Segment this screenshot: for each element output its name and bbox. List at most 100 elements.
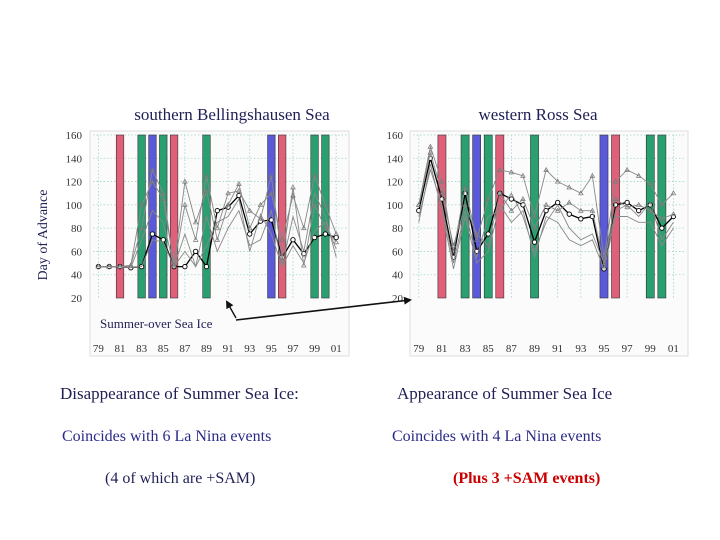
data-point [566,211,572,217]
data-point [508,169,515,175]
data-point [647,180,654,186]
data-point [290,192,296,198]
y-tick-label: 140 [66,153,83,165]
series-line [98,174,337,268]
chart-title: western Ross Sea [479,105,598,124]
y-tick-label: 40 [392,270,404,282]
data-point [311,201,318,207]
x-tick-label: 97 [287,343,299,355]
data-point [578,216,584,222]
data-point [624,204,630,210]
annotation-arrow-right [235,296,412,321]
x-tick-label: 89 [201,343,213,355]
data-point [236,187,242,193]
data-point [182,178,188,184]
series-line [98,168,337,268]
x-tick-label: 01 [331,343,342,355]
x-tick-label: 79 [93,343,105,355]
data-point [624,166,630,172]
data-point [589,172,596,178]
data-point [203,187,210,193]
data-point [279,236,285,242]
data-point [333,230,339,236]
data-point [543,201,549,207]
event-bar-la-nina [495,134,505,299]
x-tick-label: 87 [506,343,518,355]
data-point [192,219,199,225]
data-point [554,207,561,213]
data-point [555,199,561,206]
caption-right-line1: Coincides with 4 La Nina events [392,428,602,445]
y-tick-label: 80 [71,223,83,235]
data-point [236,180,242,186]
y-tick-label: 160 [66,130,83,142]
data-point [246,225,253,231]
data-point [636,208,642,214]
data-point [322,201,329,207]
data-point [473,230,480,236]
data-point [257,201,264,207]
data-point [624,199,630,206]
data-point [322,231,329,237]
data-point [439,178,445,184]
caption-left-line1: Coincides with 6 La Nina events [62,428,272,445]
data-point [485,196,492,201]
x-tick-label: 95 [598,343,610,355]
data-point [578,190,584,196]
data-point [149,178,156,184]
data-point [333,234,339,241]
data-point [268,172,275,178]
data-point [659,201,665,207]
event-bar-la-nina [278,134,287,299]
y-tick-label: 20 [392,293,404,305]
data-point [554,178,561,184]
data-point [612,196,619,201]
data-point [138,201,145,207]
data-point [520,172,526,178]
data-point [659,215,665,221]
data-point [192,236,199,242]
data-point [520,196,526,201]
data-point [531,213,538,219]
x-tick-label: 81 [115,343,126,355]
event-bar-el-nino [472,134,482,299]
y-axis-label: Day of Advance [36,190,51,281]
data-point [612,178,619,184]
data-point [268,190,275,196]
event-bar-la-nina [169,134,179,299]
data-point [659,225,665,231]
x-tick-label: 83 [136,343,148,355]
data-point [670,211,677,217]
x-tick-label: 89 [529,343,541,355]
data-point [439,190,445,196]
data-point [497,166,503,172]
data-point [531,225,538,231]
annotation-arrow-left [226,300,237,319]
data-point [182,263,188,270]
x-tick-label: 99 [309,343,321,355]
data-point [214,236,221,242]
event-bar-sam [645,134,655,299]
x-tick-label: 87 [179,343,191,355]
data-point [647,207,654,213]
data-point [473,236,480,242]
y-tick-label: 120 [66,177,83,189]
x-tick-label: 85 [483,343,495,355]
data-point [497,190,503,196]
data-point [214,225,221,231]
x-tick-label: 83 [460,343,472,355]
x-tick-label: 99 [645,343,657,355]
data-point [247,231,253,237]
y-tick-label: 60 [392,246,404,258]
event-bar-el-nino [267,134,276,299]
data-point [508,196,515,202]
series-line [98,191,337,269]
data-point [589,207,596,213]
y-tick-label: 120 [387,177,404,189]
caption-right-heading: Appearance of Summer Sea Ice [397,384,613,403]
data-point [246,207,253,213]
caption-left-heading: Disappearance of Summer Sea Ice: [60,384,299,403]
panel-ross: western Ross Sea 160 140 120 100 80 60 40 20 79 81… [387,105,689,357]
data-point [149,231,156,237]
data-point [508,207,515,213]
